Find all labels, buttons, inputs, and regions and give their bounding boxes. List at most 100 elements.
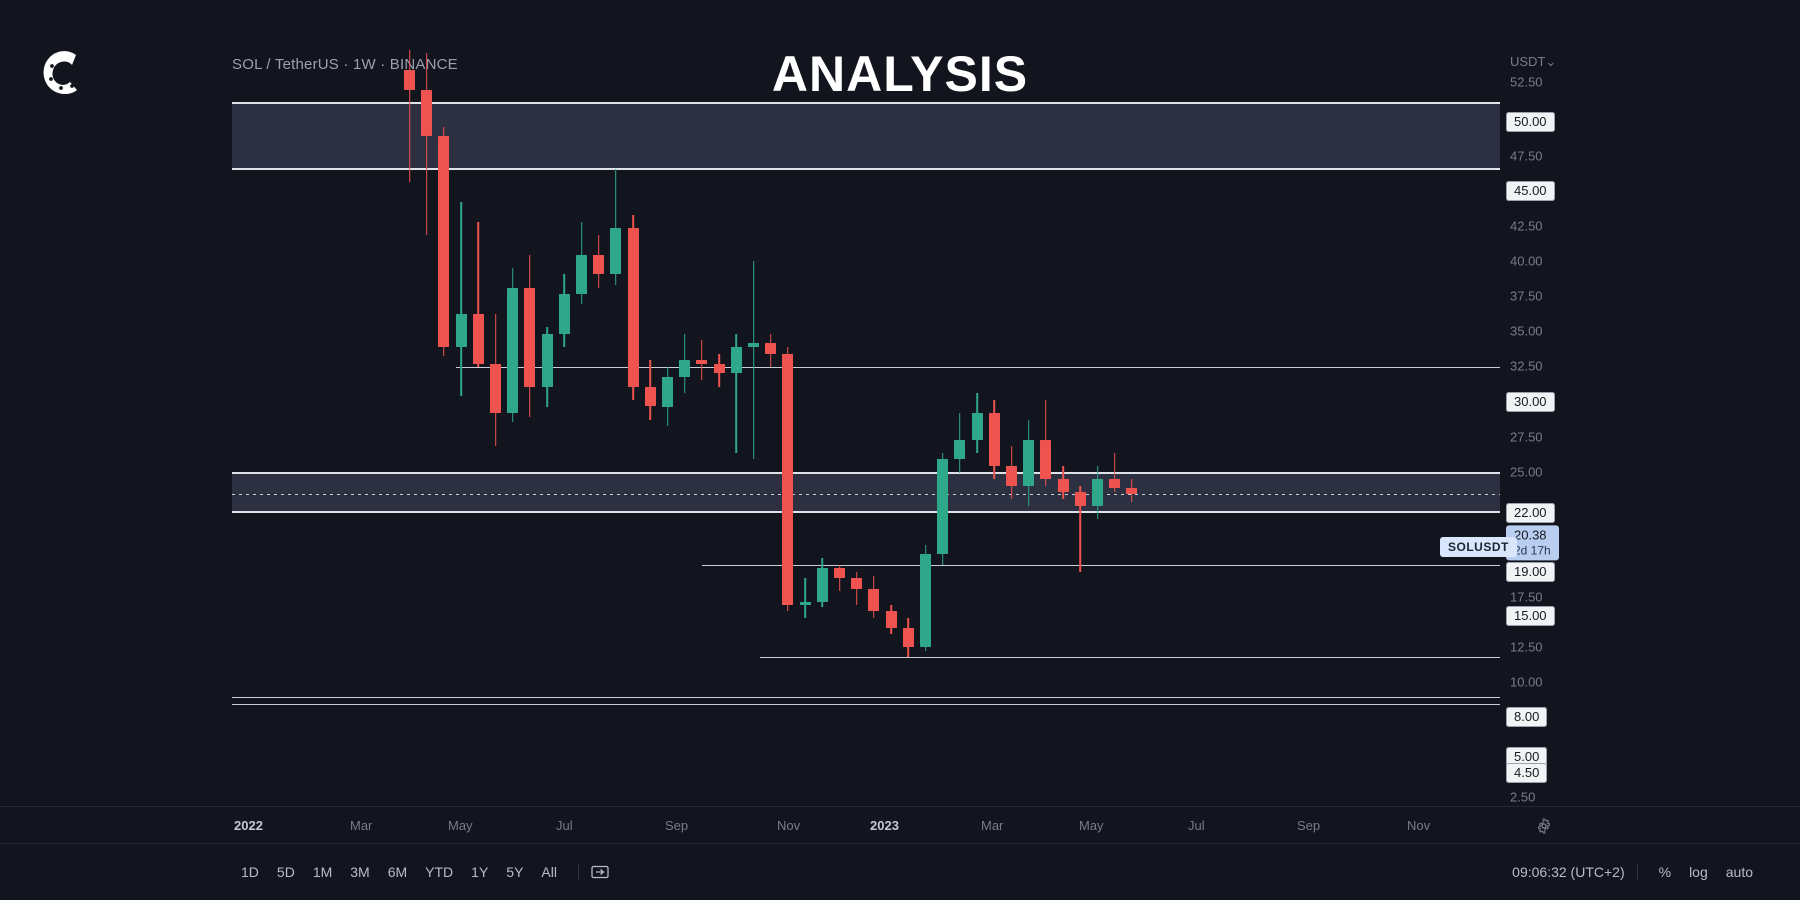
timeframe-3m[interactable]: 3M <box>350 864 370 880</box>
price-tick-15-00: 15.00 <box>1506 606 1555 626</box>
time-axis[interactable]: 2022 Mar May Jul Sep Nov 2023 Mar May Jul Sep Nov <box>0 806 1800 844</box>
candle-body <box>679 360 691 378</box>
time-tick-Jul: Jul <box>1188 818 1205 833</box>
time-tick-Sep: Sep <box>1297 818 1321 833</box>
candle-wick <box>804 578 806 618</box>
candle <box>868 40 880 800</box>
candle-body <box>541 333 553 387</box>
candle-body <box>730 347 742 374</box>
candle-wick <box>1079 485 1082 572</box>
candle <box>679 40 691 800</box>
candle-body <box>490 364 501 414</box>
page-title: ANALYSIS <box>771 46 1029 102</box>
candle-body <box>1006 465 1017 486</box>
candle-body <box>558 294 570 334</box>
coinmarket-c-logo <box>32 42 94 104</box>
time-tick-Jul: Jul <box>556 818 573 833</box>
support-zone <box>232 472 1500 513</box>
candle-wick <box>425 52 428 235</box>
candle-body <box>1092 479 1103 506</box>
price-tick-5-00: 5.00 <box>1506 747 1548 767</box>
timeframe-6m[interactable]: 6M <box>387 864 408 880</box>
candle <box>490 40 501 800</box>
chart-symbol-label[interactable]: SOL / TetherUS · 1W · BINANCE <box>232 56 458 73</box>
candle-body <box>1109 479 1121 489</box>
price-tick-52-50: 52.50 <box>1510 74 1543 90</box>
price-tick-25-00: 25.00 <box>1510 464 1543 480</box>
time-tick-Mar: Mar <box>981 818 1004 833</box>
toolbar-right-group: 09:06:32 (UTC+2) % log auto <box>1512 859 1762 885</box>
time-tick-2022: 2022 <box>234 818 263 833</box>
candle <box>438 40 450 800</box>
candle-body <box>902 628 914 647</box>
price-tick-4-50: 4.50 <box>1506 763 1548 783</box>
candle-wick <box>460 201 462 396</box>
level-line-4-5 <box>232 703 1500 705</box>
candle <box>541 40 553 800</box>
price-tick-37-50: 37.50 <box>1510 288 1543 304</box>
candle <box>834 40 845 800</box>
time-tick-May: May <box>448 818 473 833</box>
candle-body <box>438 135 450 348</box>
candle <box>971 40 983 800</box>
candle <box>1057 40 1069 800</box>
candle <box>610 40 622 800</box>
time-tick-Nov: Nov <box>777 818 801 833</box>
bar-countdown: 2d 17h <box>1514 543 1551 558</box>
symbol-price-tag: SOLUSDT <box>1440 537 1517 557</box>
timeframe-all[interactable]: All <box>541 864 557 880</box>
price-tick-50-00: 50.00 <box>1506 112 1555 132</box>
candle-body <box>1040 439 1052 480</box>
candle-body <box>920 554 931 647</box>
price-chart-canvas[interactable] <box>232 40 1500 800</box>
candle <box>1040 40 1052 800</box>
candle <box>730 40 742 800</box>
timeframe-1m[interactable]: 1M <box>312 864 333 880</box>
candle <box>885 40 897 800</box>
timeframe-5y[interactable]: 5Y <box>506 864 524 880</box>
candle-body <box>816 567 828 602</box>
date-range-icon[interactable] <box>591 864 609 880</box>
price-tick-8-00: 8.00 <box>1506 707 1548 727</box>
candle-body <box>404 69 415 90</box>
candle-body <box>507 287 519 414</box>
timeframe-5d[interactable]: 5D <box>276 864 295 880</box>
candle-body <box>644 386 656 407</box>
timeframe-1y[interactable]: 1Y <box>471 864 489 880</box>
price-tick-17-50: 17.50 <box>1510 589 1543 605</box>
price-axis[interactable]: USDT⌄ 52.50 50.00 47.50 45.00 42.50 40.00 37.5… <box>1440 40 1800 805</box>
chart-settings-button[interactable] <box>1536 818 1552 839</box>
percent-scale-button[interactable]: % <box>1658 864 1672 880</box>
candle-wick <box>735 333 738 453</box>
candle <box>954 40 966 800</box>
time-tick-May: May <box>1079 818 1104 833</box>
candle <box>902 40 914 800</box>
current-price-value: 20.38 <box>1514 527 1547 543</box>
candle <box>662 40 673 800</box>
candle <box>1092 40 1103 800</box>
candle-body <box>576 254 587 295</box>
timeframe-ytd[interactable]: YTD <box>425 864 454 880</box>
price-tick-40-00: 40.00 <box>1510 253 1543 269</box>
level-line-15 <box>702 564 1500 566</box>
timeframe-1d[interactable]: 1D <box>241 864 259 880</box>
resistance-zone-edge-top <box>232 101 1500 104</box>
price-axis-unit[interactable]: USDT⌄ <box>1510 54 1556 70</box>
price-tick-10-00: 10.00 <box>1510 674 1543 690</box>
candle <box>1023 40 1035 800</box>
auto-scale-button[interactable]: auto <box>1725 864 1753 880</box>
support-zone-edge-bottom <box>232 511 1500 514</box>
candle <box>816 40 828 800</box>
candle-body <box>851 578 863 589</box>
candle-body <box>885 611 897 629</box>
candle-body <box>1074 492 1086 506</box>
price-tick-27-50: 27.50 <box>1510 429 1543 445</box>
log-scale-button[interactable]: log <box>1689 864 1708 880</box>
time-tick-Sep: Sep <box>665 818 689 833</box>
bottom-toolbar: 1D 5D 1M 3M 6M YTD 1Y 5Y All 09:06:32 (UTC+2) % … <box>0 844 1800 900</box>
price-tick-35-00: 35.00 <box>1510 323 1543 339</box>
support-zone-edge-top <box>232 471 1500 474</box>
resistance-zone-edge-bottom <box>232 167 1500 170</box>
chevron-down-icon[interactable]: ⌄ <box>1545 54 1557 69</box>
